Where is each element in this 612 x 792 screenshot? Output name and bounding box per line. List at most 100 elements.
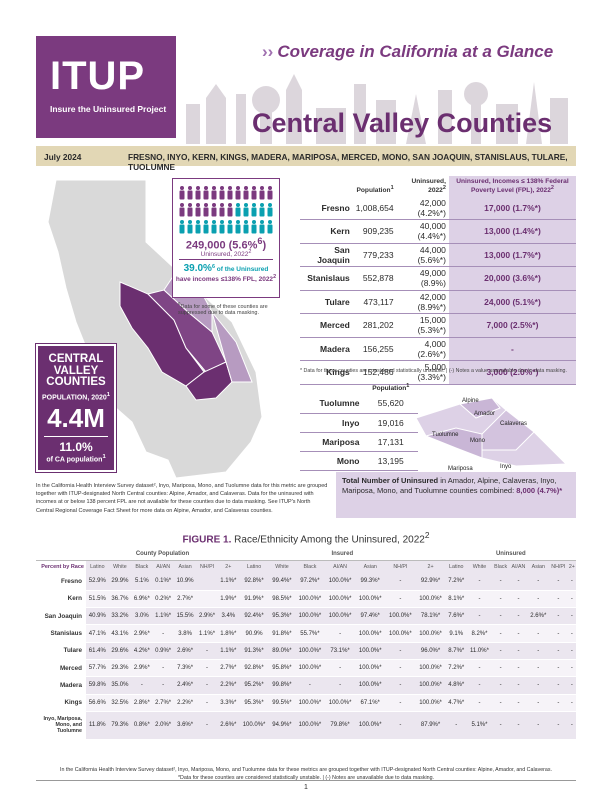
percent-cell: - <box>509 676 528 695</box>
table-row: Mono 13,195 <box>300 451 418 471</box>
percent-cell: 2.4%* <box>173 676 197 695</box>
percent-cell: 100.0%* <box>355 676 386 695</box>
percent-cell: 5.1%* <box>466 711 493 740</box>
race-subheader: Latino <box>238 560 270 573</box>
percent-cell: 100.0%* <box>355 659 386 678</box>
percent-cell: - <box>196 642 218 660</box>
group-insured: Insured <box>331 550 354 557</box>
percent-cell: - <box>527 676 549 695</box>
percent-cell: 94.9%* <box>269 711 295 740</box>
percent-cell: 11.8% <box>86 711 109 740</box>
percent-cell: 1.1%* <box>217 573 239 591</box>
percent-cell: 100.0%* <box>385 607 416 626</box>
percent-cell: 1.1%* <box>152 607 174 626</box>
person-icon <box>267 203 273 217</box>
population-cell: 552,878 <box>352 266 397 291</box>
percent-cell: 2.9%* <box>131 624 153 643</box>
percent-cell: - <box>509 573 528 591</box>
person-icon <box>235 220 241 234</box>
uninsured-summary-box: 249,000 (5.6%6) Uninsured, 20222 39.0%6 … <box>172 178 280 298</box>
person-icon <box>251 186 257 200</box>
population-cell: 19,016 <box>363 413 418 433</box>
uninsured-total-label: Uninsured, 20222 <box>200 249 252 259</box>
percent-cell: - <box>466 659 493 678</box>
table-row: Tulare 61.4% 29.6% 4.2%* 0.9%* 2.6%* -1.1%* 91.… <box>36 642 576 660</box>
race-subheader: NH/PI <box>196 560 218 573</box>
percent-cell: - <box>152 676 174 695</box>
person-icon <box>203 186 209 200</box>
table-row: Madera 156,255 4,000 (2.6%*) - <box>300 337 576 362</box>
info-bar: July 2024 FRESNO, INYO, KERN, KINGS, MAD… <box>36 146 576 172</box>
percent-cell: 98.5%* <box>269 590 295 609</box>
county-name: Mono <box>300 451 364 471</box>
population-value: 4.4M <box>47 402 105 433</box>
percent-cell: 56.6% <box>86 694 109 712</box>
percent-cell: 2.8%* <box>131 694 153 712</box>
percent-cell: 47.1% <box>86 624 109 643</box>
percent-cell: - <box>196 694 218 712</box>
percent-cell: 99.5%* <box>269 694 295 712</box>
percent-cell: 100.0%* <box>355 711 386 740</box>
percent-cell: - <box>548 624 568 643</box>
low-income-cell: 3,000 (2.0%*) <box>448 360 576 385</box>
percent-cell: 91.8%* <box>269 624 295 643</box>
page-title: Central Valley Counties <box>252 108 553 138</box>
group-county-population: County Population <box>135 550 190 557</box>
county-name: Fresno <box>36 573 86 591</box>
percent-cell: 2.9%* <box>131 659 153 678</box>
percent-cell: - <box>466 607 493 626</box>
percent-cell: - <box>492 676 510 695</box>
percent-cell: 100.0%* <box>238 711 270 740</box>
percent-cell: - <box>325 676 356 695</box>
race-subheader: AI/AN <box>152 560 174 573</box>
table-row: Merced 281,202 15,000 (5.3%*) 7,000 (2.5%*) <box>300 313 576 338</box>
coverage-title: ›› Coverage in California at a Glance <box>262 42 554 61</box>
percent-cell: - <box>385 676 416 695</box>
sub-header-row: Percent by Race Latino White Black AI/AN Asi… <box>36 560 576 573</box>
map-label: Amador <box>474 411 495 417</box>
race-subheader: White <box>108 560 132 573</box>
person-icon <box>211 220 217 234</box>
small-county-table: Population1 Tuolumne 55,620 Inyo 19,016 Mari… <box>300 381 418 471</box>
county-name: Merced <box>300 313 353 338</box>
percent-cell: - <box>567 573 576 591</box>
percent-cell: 90.9% <box>238 624 270 643</box>
county-name: Kern <box>300 219 353 244</box>
race-subheader: Asian <box>355 560 386 573</box>
percent-cell: 100.0%* <box>294 694 325 712</box>
group-header-row: County Population Insured Uninsured <box>36 548 576 560</box>
county-name: Mariposa <box>300 432 364 452</box>
percent-cell: 96.0%* <box>415 642 446 660</box>
table-row: Inyo, Mariposa, Mono, and Tuolumne 11.8% 7… <box>36 711 576 740</box>
low-income-cell: 20,000 (3.6%*) <box>448 266 576 291</box>
percent-cell: 1.1%* <box>217 642 239 660</box>
table-header: Population1 <box>300 381 418 394</box>
percent-cell: 79.8%* <box>325 711 356 740</box>
percent-cell: - <box>152 624 174 643</box>
person-icon <box>187 203 193 217</box>
grouping-note: In the California Health Interview Surve… <box>36 483 328 514</box>
county-name: Tulare <box>300 290 353 315</box>
percent-cell: 15.5% <box>173 607 197 626</box>
uninsured-cell: 42,000 (4.2%*) <box>396 196 449 221</box>
table-row: Tulare 473,117 42,000 (8.9%*) 24,000 (5.1%*… <box>300 290 576 315</box>
percent-cell: - <box>492 659 510 678</box>
race-subheader: White <box>466 560 493 573</box>
percent-cell: 92.9%* <box>415 573 446 591</box>
percent-cell: - <box>466 676 493 695</box>
person-icon <box>243 220 249 234</box>
percent-cell: 7.2%* <box>445 659 467 678</box>
percent-cell: 100.0%* <box>355 590 386 609</box>
percent-cell: 51.5% <box>86 590 109 609</box>
county-name: Stanislaus <box>36 624 86 643</box>
percent-cell: 0.2%* <box>152 590 174 609</box>
person-icon <box>211 203 217 217</box>
row-label-header: Percent by Race <box>36 560 86 573</box>
race-subheader: Black <box>492 560 510 573</box>
table-row: Kern 909,235 40,000 (4.4%*) 13,000 (1.4%*) <box>300 219 576 244</box>
percent-cell: - <box>385 659 416 678</box>
percent-cell: - <box>385 642 416 660</box>
percent-cell: 52.9% <box>86 573 109 591</box>
percent-cell: 1.1%* <box>196 624 218 643</box>
percent-cell: 89.0%* <box>269 642 295 660</box>
